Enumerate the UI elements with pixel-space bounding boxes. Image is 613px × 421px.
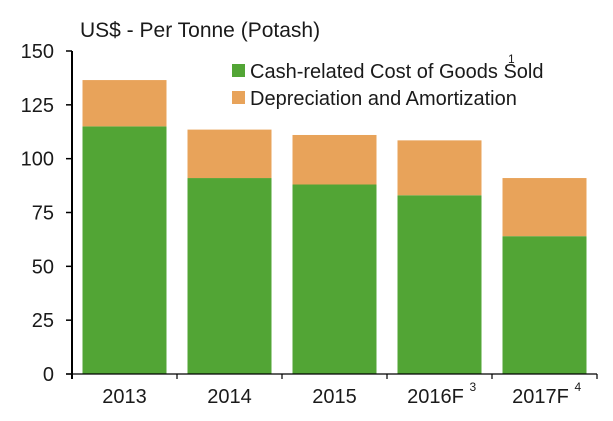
x-tick-label: 2013 <box>102 386 147 408</box>
y-tick-label: 100 <box>21 149 54 171</box>
x-tick-label: 2016F <box>407 386 464 408</box>
bars-group <box>82 80 587 374</box>
y-tick-label: 25 <box>32 310 54 332</box>
bar-depreciation-2016f <box>397 140 482 196</box>
bar-cash-cogs-2017f <box>502 236 587 374</box>
axes-group: 2013 2014 2015 2016F 3 2017F 4 0 25 50 75 100 125 150 <box>21 41 598 408</box>
x-tick-footnote: 4 <box>575 380 582 394</box>
bar-depreciation-2017f <box>502 178 587 237</box>
bar-cash-cogs-2013 <box>82 126 167 374</box>
bar-cash-cogs-2015 <box>292 184 377 374</box>
y-tick-label: 150 <box>21 41 54 63</box>
legend-swatch <box>232 91 245 104</box>
bar-depreciation-2013 <box>82 80 167 127</box>
bar-depreciation-2015 <box>292 134 377 185</box>
bar-cash-cogs-2014 <box>187 178 272 374</box>
legend-swatch <box>232 64 245 77</box>
x-tick-footnote: 3 <box>470 380 477 394</box>
y-tick-label: 125 <box>21 95 54 117</box>
legend-footnote: 1 <box>508 52 515 66</box>
y-tick-label: 50 <box>32 256 54 278</box>
legend-label: Cash-related Cost of Goods Sold <box>250 61 544 83</box>
bar-cash-cogs-2016f <box>397 195 482 374</box>
chart-title: US$ - Per Tonne (Potash) <box>80 19 320 42</box>
y-tick-label: 0 <box>43 364 54 386</box>
x-tick-label: 2014 <box>207 386 252 408</box>
y-tick-label: 75 <box>32 203 54 225</box>
legend-label: Depreciation and Amortization <box>250 88 517 110</box>
x-tick-label: 2015 <box>312 386 357 408</box>
x-tick-label: 2017F <box>512 386 569 408</box>
bar-depreciation-2014 <box>187 129 272 179</box>
